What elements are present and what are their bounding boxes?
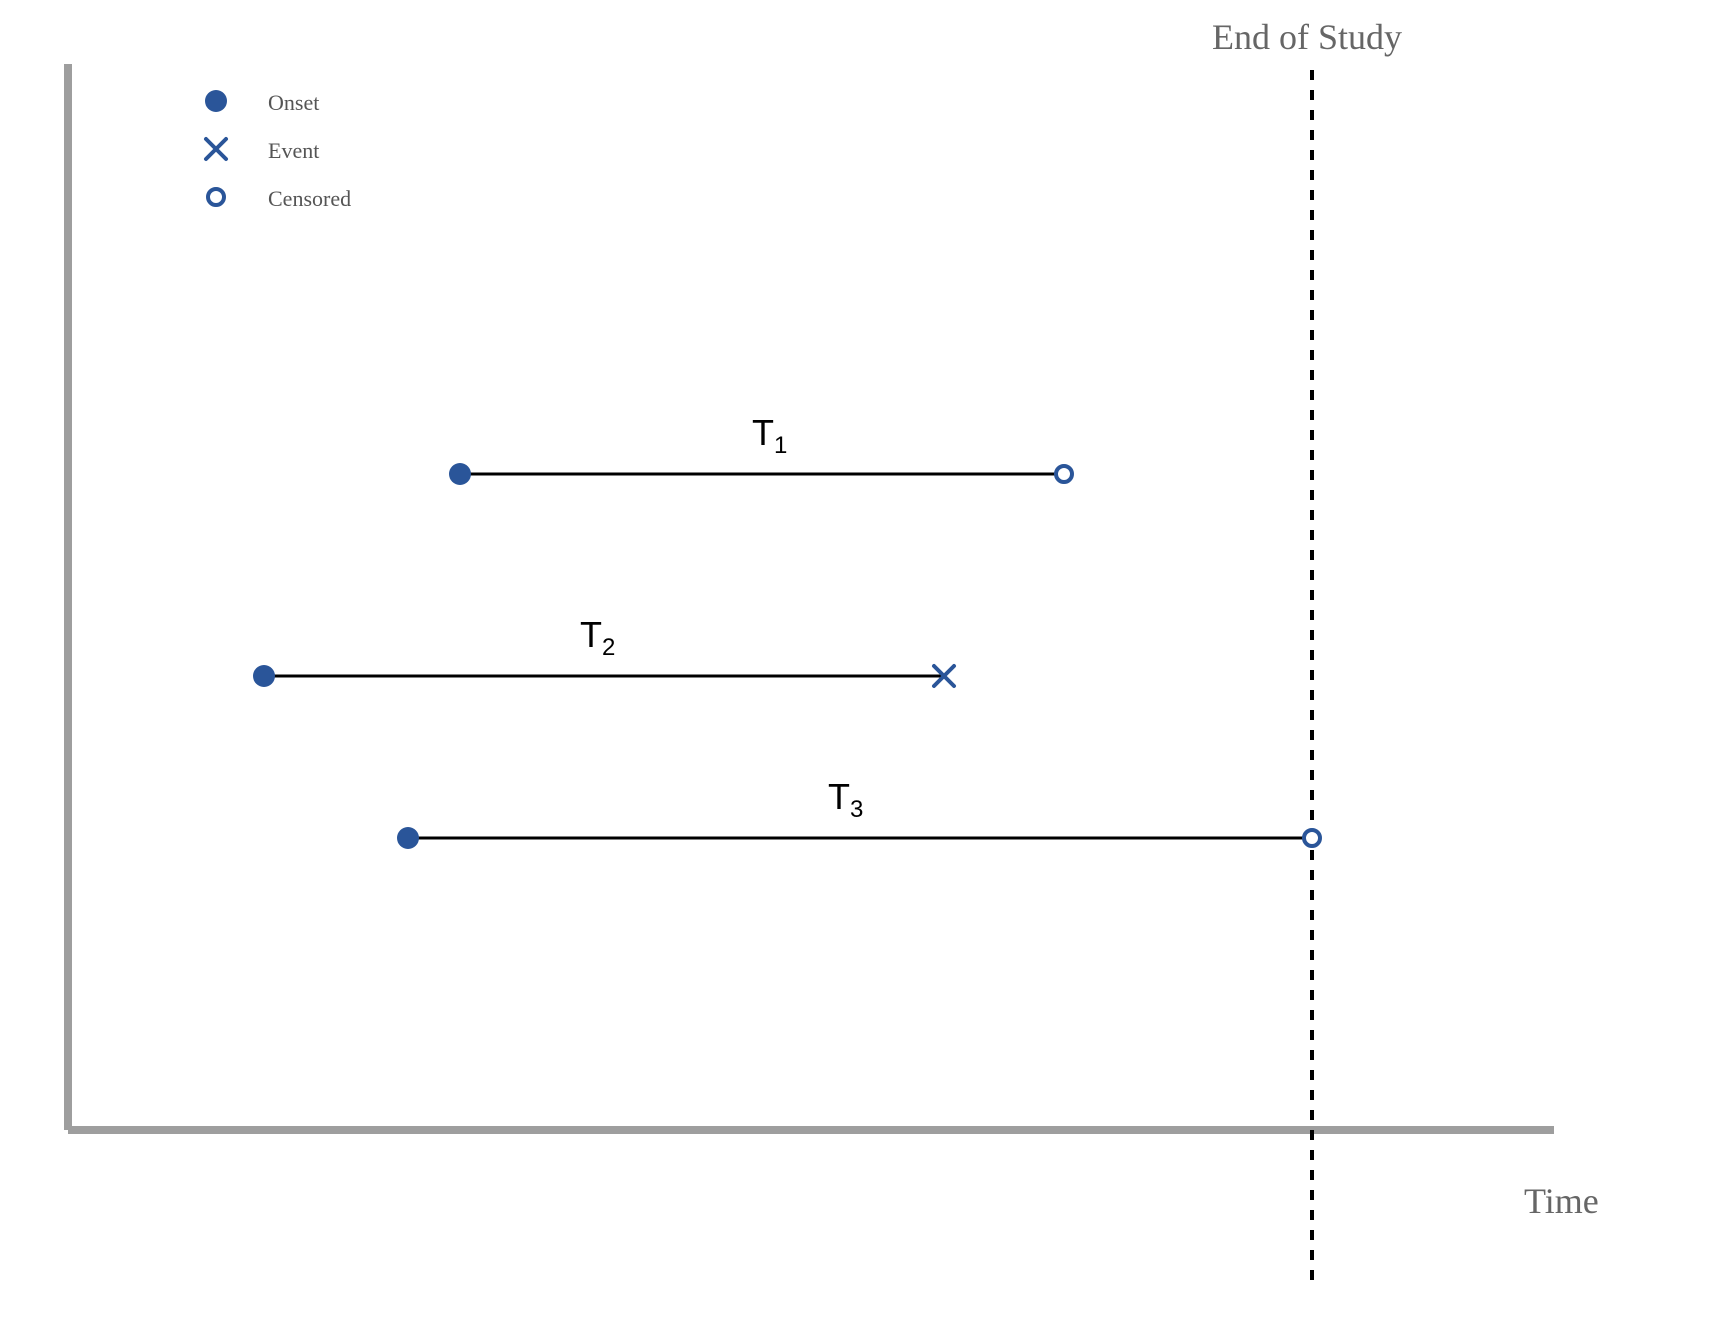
series-label-t2: T2 bbox=[580, 614, 615, 662]
survival-diagram: End of Study Time Onset Event Censored T1 T… bbox=[0, 0, 1732, 1334]
legend-label: Censored bbox=[268, 186, 351, 212]
legend-label: Event bbox=[268, 138, 319, 164]
series-label-t3: T3 bbox=[828, 776, 863, 824]
legend-label: Onset bbox=[268, 90, 319, 116]
plot-area bbox=[0, 0, 1732, 1334]
end-of-study-label: End of Study bbox=[1212, 16, 1402, 58]
legend-item-onset: Onset bbox=[268, 90, 319, 116]
series-label-t1: T1 bbox=[752, 412, 787, 460]
legend-item-event: Event bbox=[268, 138, 319, 164]
x-axis-label: Time bbox=[1524, 1180, 1599, 1222]
legend-item-censored: Censored bbox=[268, 186, 351, 212]
